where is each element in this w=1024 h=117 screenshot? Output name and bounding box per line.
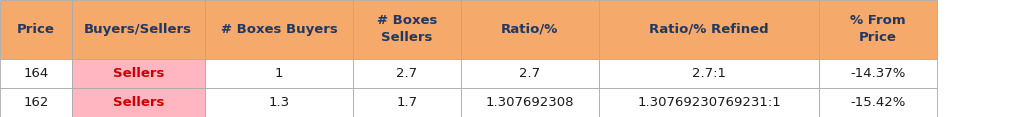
Text: Buyers/Sellers: Buyers/Sellers [84, 23, 193, 36]
Text: Ratio/% Refined: Ratio/% Refined [649, 23, 769, 36]
Bar [599, 58, 819, 88]
Bar [819, 0, 937, 58]
Text: Ratio/%: Ratio/% [501, 23, 559, 36]
Text: 1: 1 [274, 67, 284, 80]
Bar [461, 88, 599, 117]
Bar [0, 58, 72, 88]
Text: Price: Price [17, 23, 54, 36]
Text: % From
Price: % From Price [850, 14, 906, 44]
Text: # Boxes
Sellers: # Boxes Sellers [377, 14, 437, 44]
Text: 164: 164 [24, 67, 48, 80]
Text: 1.30769230769231:1: 1.30769230769231:1 [637, 96, 781, 109]
Text: 2.7:1: 2.7:1 [692, 67, 726, 80]
Text: 162: 162 [24, 96, 48, 109]
Bar [72, 0, 205, 58]
Bar [205, 88, 353, 117]
Text: 1.307692308: 1.307692308 [485, 96, 574, 109]
Bar [461, 0, 599, 58]
Text: -14.37%: -14.37% [850, 67, 906, 80]
Bar [205, 58, 353, 88]
Bar [353, 0, 461, 58]
Bar [819, 58, 937, 88]
Bar [599, 88, 819, 117]
Text: 1.7: 1.7 [396, 96, 418, 109]
Bar [72, 88, 205, 117]
Bar [353, 88, 461, 117]
Bar [461, 58, 599, 88]
Text: Sellers: Sellers [113, 96, 164, 109]
Bar [0, 88, 72, 117]
Text: 1.3: 1.3 [268, 96, 290, 109]
Bar [0, 0, 72, 58]
Bar [353, 58, 461, 88]
Text: 2.7: 2.7 [396, 67, 418, 80]
Bar [205, 0, 353, 58]
Text: 2.7: 2.7 [519, 67, 541, 80]
Bar [819, 88, 937, 117]
Text: Sellers: Sellers [113, 67, 164, 80]
Bar [72, 58, 205, 88]
Text: -15.42%: -15.42% [850, 96, 906, 109]
Bar [599, 0, 819, 58]
Text: # Boxes Buyers: # Boxes Buyers [220, 23, 338, 36]
